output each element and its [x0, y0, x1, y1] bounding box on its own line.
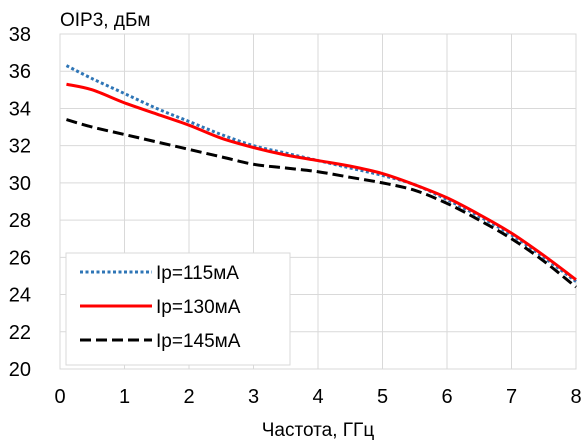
legend-label-1: Ip=115мА [156, 263, 239, 284]
y-tick-label: 38 [9, 24, 31, 46]
x-axis-title: Частота, ГГц [262, 420, 375, 441]
legend-label-3: Ip=145мА [156, 331, 241, 352]
x-tick-label: 8 [570, 386, 581, 408]
y-tick-label: 22 [9, 322, 31, 344]
series-layer [65, 64, 577, 289]
y-tick-label: 28 [9, 210, 31, 232]
x-tick-label: 0 [54, 386, 65, 408]
y-tick-label: 26 [9, 247, 31, 269]
y-tick-label: 32 [9, 136, 31, 158]
series-line-3 [66, 118, 577, 289]
y-tick-label: 30 [9, 173, 31, 195]
x-tick-labels: 0 1 2 3 4 5 6 7 8 [54, 386, 581, 408]
y-tick-label: 20 [9, 359, 31, 381]
legend-label-2: Ip=130мА [156, 297, 241, 318]
x-tick-label: 5 [377, 386, 388, 408]
y-tick-label: 24 [9, 285, 31, 307]
legend: Ip=115мА Ip=130мА Ip=145мА [65, 252, 291, 366]
plot-area-border [59, 33, 577, 370]
y-tick-label: 36 [9, 61, 31, 83]
y-tick-label: 34 [9, 98, 31, 120]
x-tick-label: 1 [119, 386, 130, 408]
series-line-2 [66, 82, 577, 281]
y-axis-title: OIP3, дБм [60, 10, 150, 31]
x-tick-label: 6 [441, 386, 452, 408]
x-tick-label: 7 [506, 386, 517, 408]
y-tick-labels: 20 22 24 26 28 30 32 34 36 38 [9, 24, 31, 381]
x-tick-label: 2 [183, 386, 194, 408]
x-tick-label: 4 [312, 386, 323, 408]
x-tick-label: 3 [248, 386, 259, 408]
